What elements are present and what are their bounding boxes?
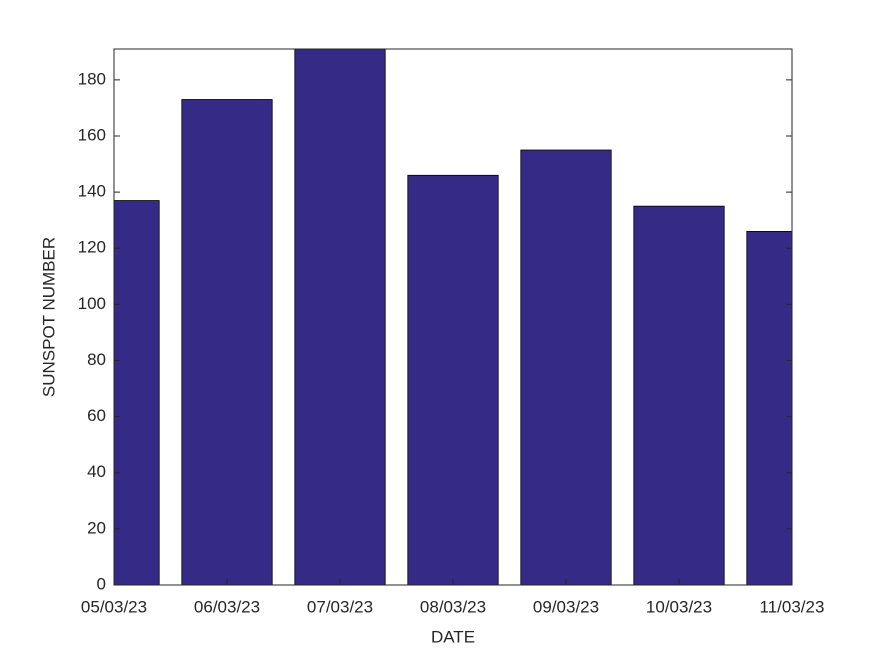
y-tick-label: 40 — [87, 462, 106, 481]
bar — [294, 49, 386, 585]
y-tick-label: 160 — [78, 125, 106, 144]
y-tick-label: 100 — [78, 294, 106, 313]
x-axis-label: DATE — [431, 627, 475, 646]
y-tick-label: 0 — [97, 574, 106, 593]
x-tick-label: 07/03/23 — [307, 597, 373, 616]
y-axis-label: SUNSPOT NUMBER — [39, 237, 58, 397]
x-tick-label: 06/03/23 — [194, 597, 260, 616]
y-tick-label: 120 — [78, 238, 106, 257]
x-tick-label: 09/03/23 — [533, 597, 599, 616]
bar — [114, 200, 160, 585]
bar — [520, 149, 612, 585]
x-tick-label: 10/03/23 — [646, 597, 712, 616]
x-tick-label: 08/03/23 — [420, 597, 486, 616]
y-tick-label: 60 — [87, 406, 106, 425]
x-tick-label: 05/03/23 — [81, 597, 147, 616]
y-tick-label: 80 — [87, 350, 106, 369]
bar — [633, 205, 725, 585]
y-tick-label: 180 — [78, 69, 106, 88]
x-tick-label: 11/03/23 — [760, 597, 825, 616]
bar — [181, 99, 273, 585]
y-tick-label: 140 — [78, 182, 106, 201]
y-tick-label: 20 — [87, 518, 106, 537]
bar — [407, 174, 499, 585]
bars — [114, 49, 792, 585]
